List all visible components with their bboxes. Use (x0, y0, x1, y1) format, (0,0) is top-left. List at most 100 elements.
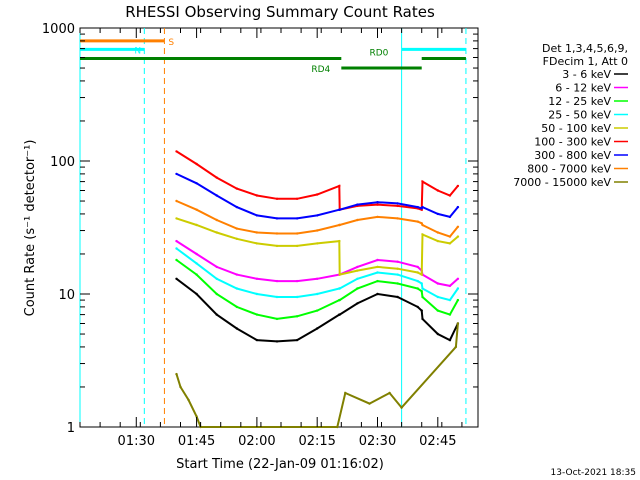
series-point (356, 277, 359, 280)
series-point (179, 385, 182, 389)
series-point (187, 398, 190, 402)
series-point (255, 277, 259, 280)
series-point (255, 231, 259, 234)
series-point (416, 287, 419, 290)
series-point (295, 232, 299, 235)
series-point (295, 315, 299, 318)
series-point (421, 295, 424, 299)
series-point (436, 309, 439, 312)
y-axis-label: Count Rate (s⁻¹ detector⁻¹) (23, 140, 38, 317)
legend: Det 1,3,4,5,6,9,FDecim 1, Att 03 - 6 keV… (513, 42, 628, 189)
series-point (376, 265, 379, 269)
series-point (396, 260, 399, 263)
series-point (356, 302, 359, 305)
series-point (448, 194, 452, 197)
legend-entry-label: 7000 - 15000 keV (513, 176, 611, 189)
series-point (195, 208, 198, 211)
series-point (376, 292, 379, 296)
x-axis: 01:30 01:45 02:00 02:15 02:30 02:45 (79, 28, 463, 449)
legend-entry-label: 50 - 100 keV (541, 122, 611, 135)
series-point (235, 287, 238, 290)
series-point (316, 242, 319, 245)
series-point (376, 271, 379, 274)
series-point (356, 203, 359, 206)
series-point (396, 273, 399, 276)
series-point (448, 215, 452, 219)
series-point (421, 205, 424, 209)
status-bar-label: RD0 (370, 48, 389, 58)
series-point (295, 295, 299, 299)
series-point (421, 223, 424, 227)
series-point (275, 317, 279, 321)
series-point (338, 239, 341, 243)
legend-entry-label: 12 - 25 keV (548, 95, 611, 108)
series-point (356, 265, 359, 269)
series-point (235, 227, 238, 230)
series-point (195, 223, 198, 227)
series-point (235, 205, 238, 209)
series-point (436, 282, 439, 285)
series-point (338, 223, 341, 227)
series-point (275, 340, 279, 343)
series-point (421, 180, 424, 183)
legend-entry-label: 25 - 50 keV (548, 109, 611, 122)
series-point (420, 282, 423, 285)
series-point (436, 231, 439, 234)
y-tick-label: 1 (67, 421, 75, 436)
series-point (448, 235, 452, 238)
legend-header: FDecim 1, Att 0 (543, 55, 628, 68)
series-point (456, 235, 460, 238)
series-point (420, 273, 423, 276)
series-point (396, 204, 399, 208)
series-point (275, 197, 279, 200)
series-point (175, 247, 178, 250)
series-point (456, 287, 460, 290)
series-point (215, 176, 218, 179)
series-point (416, 271, 419, 274)
series-point (316, 292, 319, 296)
series-point (275, 244, 279, 248)
series-point (235, 237, 238, 240)
series-point (456, 298, 460, 302)
series-point (388, 391, 391, 395)
series-point (448, 242, 452, 245)
series-point (316, 193, 319, 196)
series-point (175, 277, 178, 280)
x-axis-label: Start Time (22-Jan-09 01:16:02) (176, 457, 384, 472)
series-point (195, 162, 198, 166)
legend-header: Det 1,3,4,5,6,9, (542, 42, 628, 55)
series-point (235, 187, 238, 190)
series-point (416, 265, 419, 269)
x-tick-label: 02:00 (238, 434, 275, 449)
series-point (456, 205, 460, 209)
series-point (295, 279, 299, 283)
x-tick-label: 01:30 (118, 434, 155, 449)
series-point (436, 295, 439, 299)
series-point (436, 212, 439, 216)
footer-timestamp: 13-Oct-2021 18:35 (551, 468, 636, 478)
series-point (376, 279, 379, 283)
series-point (316, 214, 319, 217)
chart-title: RHESSI Observing Summary Count Rates (125, 3, 435, 21)
series-point (295, 338, 299, 342)
series-point (456, 277, 460, 280)
series-point (275, 279, 279, 283)
series-point (338, 298, 341, 302)
series-point (255, 194, 259, 197)
x-tick-label: 02:30 (359, 434, 396, 449)
series-point (396, 202, 399, 205)
legend-entry-label: 6 - 12 keV (555, 82, 611, 95)
series-point (175, 217, 178, 220)
series-point (316, 277, 319, 280)
series-point (356, 287, 359, 290)
series-point (175, 199, 178, 203)
legend-entry-label: 300 - 800 keV (534, 149, 611, 162)
series-point (175, 372, 178, 376)
series-point (195, 262, 198, 265)
series-point (416, 205, 419, 209)
status-bar-label: RD4 (311, 65, 330, 75)
series-point (295, 197, 299, 200)
series-point (356, 218, 359, 222)
series-point (338, 208, 341, 211)
